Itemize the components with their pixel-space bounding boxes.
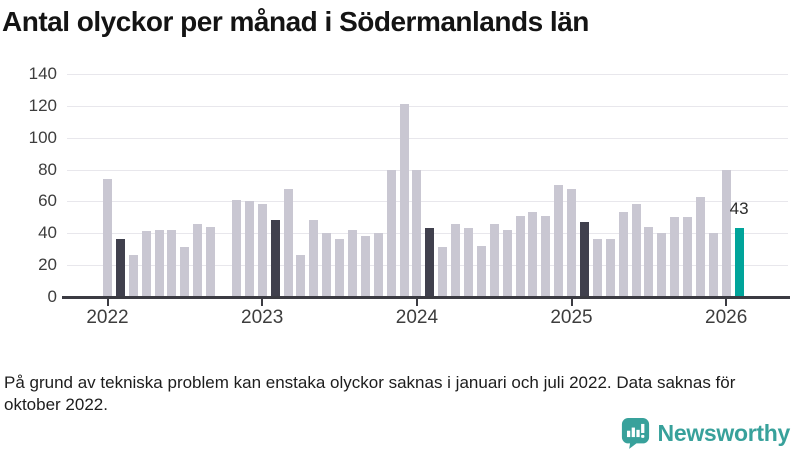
y-axis-label-80: 80 bbox=[38, 159, 57, 179]
x-axis-label-2023: 2023 bbox=[241, 307, 284, 328]
bar-sep-2023 bbox=[360, 236, 370, 297]
bar-sep-2025 bbox=[670, 217, 680, 297]
bar-mar-2024 bbox=[438, 247, 448, 297]
bar-jun-2022 bbox=[167, 229, 177, 297]
y-axis-label-60: 60 bbox=[38, 191, 57, 211]
bar-maj-2024 bbox=[463, 228, 473, 297]
bar-apr-2025 bbox=[605, 239, 615, 297]
newsworthy-bubble-chart-icon bbox=[621, 417, 650, 449]
y-axis-label-20: 20 bbox=[38, 254, 57, 274]
x-axis-line bbox=[62, 296, 790, 299]
y-axis-label-120: 120 bbox=[28, 95, 57, 115]
bar-apr-2022 bbox=[141, 231, 151, 297]
bar-dec-2025 bbox=[708, 233, 718, 297]
y-axis-label-140: 140 bbox=[28, 64, 57, 84]
bar-jan-2023 bbox=[257, 204, 267, 297]
bar-aug-2024 bbox=[502, 229, 512, 297]
bar-sep-2022 bbox=[206, 226, 216, 297]
bar-dec-2022 bbox=[244, 201, 254, 297]
bar-okt-2023 bbox=[373, 233, 383, 297]
gridline-y-140 bbox=[67, 74, 788, 76]
bar-maj-2025 bbox=[618, 212, 628, 297]
bar-jul-2022 bbox=[180, 247, 190, 297]
x-axis-label-2026: 2026 bbox=[705, 307, 748, 328]
bar-nov-2022 bbox=[231, 199, 241, 297]
bar-jun-2023 bbox=[322, 233, 332, 297]
chart-title: Antal olyckor per månad i Södermanlands … bbox=[2, 6, 589, 37]
bar-mar-2023 bbox=[283, 188, 293, 297]
gridline-y-60 bbox=[67, 201, 788, 203]
bar-dec-2023 bbox=[399, 104, 409, 297]
bar-jul-2025 bbox=[644, 226, 654, 297]
x-axis-label-2022: 2022 bbox=[86, 307, 129, 328]
newsworthy-wordmark: Newsworthy bbox=[657, 419, 791, 446]
bar-aug-2025 bbox=[657, 233, 667, 297]
bar-jan-2025 bbox=[567, 188, 576, 297]
bar-mar-2022 bbox=[128, 255, 138, 297]
bar-jul-2023 bbox=[335, 239, 344, 297]
x-axis-label-2025: 2025 bbox=[550, 307, 593, 328]
bar-aug-2022 bbox=[193, 223, 203, 297]
bar-apr-2024 bbox=[451, 223, 460, 297]
bar-jan-2024 bbox=[412, 169, 422, 297]
bar-feb-2026 bbox=[734, 228, 744, 297]
y-axis-label-100: 100 bbox=[28, 127, 57, 147]
x-axis-tick-2023 bbox=[261, 298, 264, 306]
gridline-y-80 bbox=[67, 169, 788, 171]
bar-maj-2023 bbox=[309, 220, 319, 297]
bar-aug-2023 bbox=[347, 229, 357, 297]
bar-sep-2024 bbox=[515, 215, 525, 297]
bar-dec-2024 bbox=[554, 185, 564, 297]
bar-feb-2022 bbox=[115, 239, 125, 297]
bar-apr-2023 bbox=[296, 255, 306, 297]
x-axis-tick-2025 bbox=[570, 298, 573, 306]
bar-okt-2024 bbox=[528, 212, 538, 297]
x-axis-tick-2024 bbox=[415, 298, 418, 306]
bar-feb-2025 bbox=[579, 221, 589, 297]
x-axis-label-2024: 2024 bbox=[395, 307, 439, 328]
bar-jul-2024 bbox=[489, 223, 499, 297]
bar-feb-2023 bbox=[270, 220, 280, 297]
bar-nov-2024 bbox=[541, 215, 551, 297]
bar-maj-2022 bbox=[154, 229, 164, 297]
newsworthy-logo[interactable]: Newsworthy bbox=[621, 417, 790, 449]
bar-nov-2023 bbox=[386, 169, 396, 297]
y-axis-label-0: 0 bbox=[47, 286, 57, 306]
bar-nov-2025 bbox=[695, 196, 705, 297]
bar-jan-2022 bbox=[103, 179, 112, 297]
x-axis-tick-2022 bbox=[106, 298, 109, 306]
bar-okt-2025 bbox=[683, 217, 693, 297]
bar-jan-2026 bbox=[721, 169, 731, 297]
y-axis-label-40: 40 bbox=[38, 223, 57, 242]
footnote: På grund av tekniska problem kan enstaka… bbox=[4, 373, 736, 415]
bar-jun-2025 bbox=[631, 204, 641, 297]
bar-mar-2025 bbox=[592, 239, 602, 297]
x-axis-tick-2026 bbox=[725, 298, 728, 306]
bar-jun-2024 bbox=[476, 245, 486, 297]
gridline-y-100 bbox=[67, 137, 788, 139]
current-value-label: 43 bbox=[729, 199, 749, 219]
bar-feb-2024 bbox=[425, 228, 435, 297]
gridline-y-120 bbox=[67, 105, 788, 107]
